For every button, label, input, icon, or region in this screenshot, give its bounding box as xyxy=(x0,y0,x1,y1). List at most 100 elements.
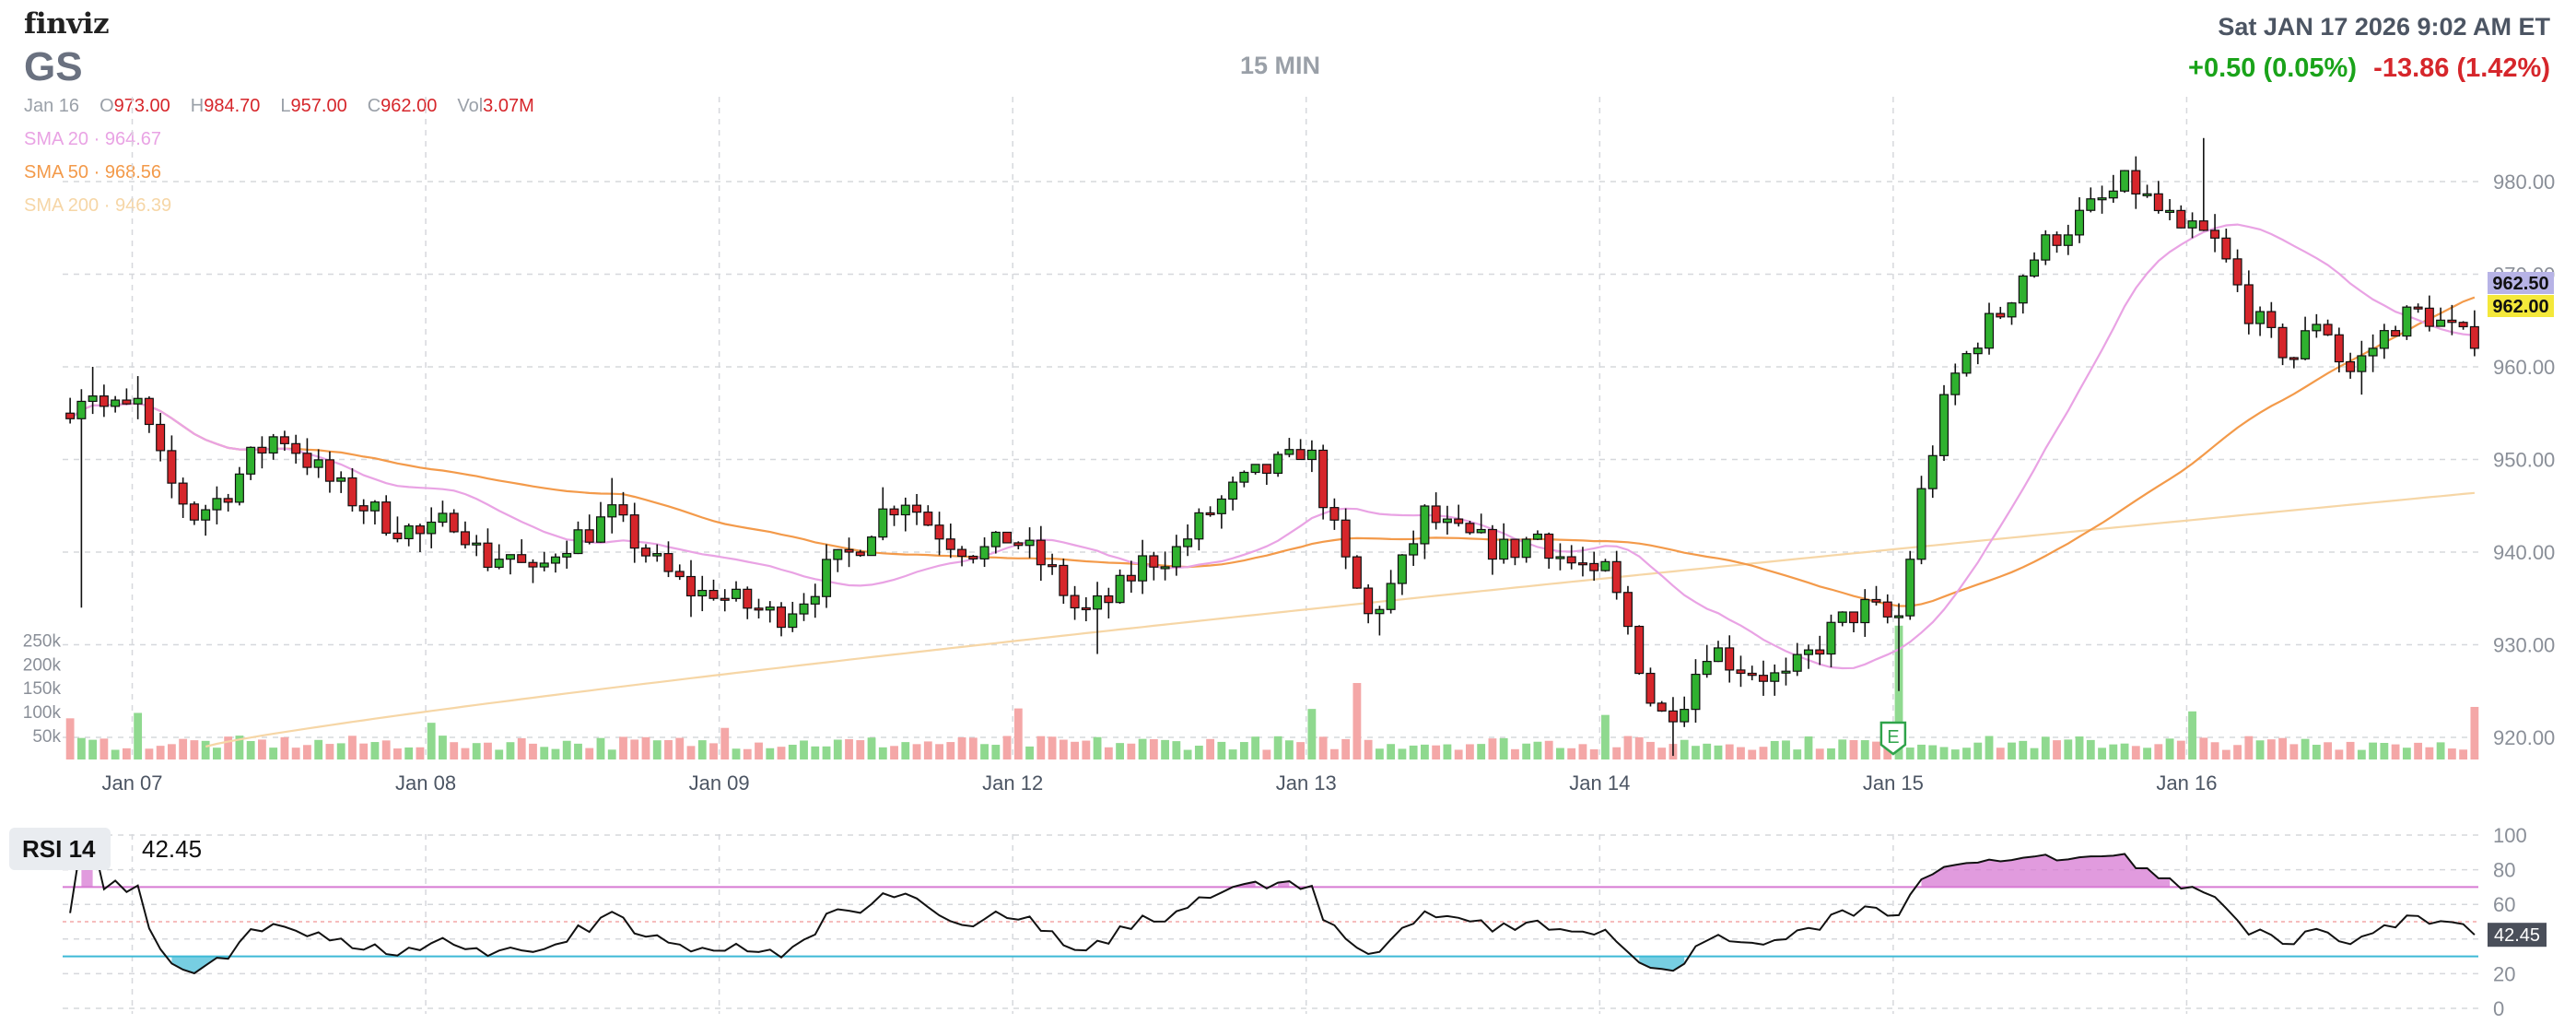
candle-down xyxy=(144,397,154,426)
sma50-label: SMA 50 xyxy=(24,162,89,182)
candle-down xyxy=(2346,360,2356,372)
volume-bar xyxy=(1578,744,1587,759)
volume-bar xyxy=(1973,742,1983,759)
sma20-line xyxy=(69,223,2476,670)
volume-bar xyxy=(76,737,86,759)
high-label: H xyxy=(190,96,205,116)
candle-up xyxy=(2255,311,2266,324)
candle-up xyxy=(268,436,278,454)
candle-down xyxy=(1205,512,1215,516)
date-tick-label: Jan 07 xyxy=(101,771,162,795)
candle-up xyxy=(336,477,346,482)
rsi-tick-label: 20 xyxy=(2493,962,2515,985)
volume-bar xyxy=(2053,740,2061,759)
volume-bar xyxy=(1138,738,1147,759)
volume-bar xyxy=(1692,746,1700,759)
candle-up xyxy=(2041,234,2051,261)
candle-down xyxy=(1848,611,1859,624)
candle-down xyxy=(324,459,334,482)
candle-up xyxy=(2379,330,2389,349)
volume-bar xyxy=(946,742,955,759)
candle-up xyxy=(810,595,820,605)
volume-bar xyxy=(145,748,154,759)
volume-bar xyxy=(336,743,345,759)
candle-down xyxy=(2243,284,2254,324)
rsi-tick-label: 100 xyxy=(2493,824,2527,847)
finviz-logo[interactable]: finviz xyxy=(24,7,110,41)
candle-up xyxy=(2018,275,2028,304)
interval-label[interactable]: 15 MIN xyxy=(1240,52,1321,79)
volume-bar xyxy=(1329,748,1339,759)
volume-bar xyxy=(1172,741,1181,759)
volume-bar xyxy=(381,740,391,759)
volume-bar xyxy=(1703,743,1712,759)
candle-down xyxy=(1352,556,1362,589)
volume-bar xyxy=(100,738,109,759)
candle-down xyxy=(584,529,594,543)
candle-up xyxy=(1713,647,1723,663)
volume-bar xyxy=(845,738,853,759)
price-tick-label: 950.00 xyxy=(2493,449,2555,472)
sma200-legend[interactable]: SMA 200 · 946.39 xyxy=(24,195,172,216)
rsi-tick-label: 80 xyxy=(2493,859,2515,882)
volume-value: 3.07M xyxy=(483,96,534,116)
volume-bar xyxy=(484,742,492,759)
sma50-legend[interactable]: SMA 50 · 968.56 xyxy=(24,162,161,182)
volume-bar xyxy=(122,748,131,759)
rsi-label-box[interactable] xyxy=(9,828,111,870)
volume-bar xyxy=(1759,747,1768,759)
candle-down xyxy=(1634,625,1645,675)
candle-up xyxy=(1442,518,1452,524)
date-tick-label: Jan 15 xyxy=(1863,771,1924,795)
candle-up xyxy=(990,531,1001,547)
volume-bar xyxy=(370,742,380,759)
volume-bar xyxy=(2380,743,2389,759)
candle-down xyxy=(2232,258,2242,286)
volume-bar xyxy=(1341,738,1351,759)
datetime-label: Sat JAN 17 2026 9:02 AM ET xyxy=(2218,13,2550,41)
volume-bar xyxy=(1116,743,1125,759)
volume-bar xyxy=(777,747,786,759)
volume-bar xyxy=(1849,740,1858,759)
volume-bar xyxy=(1251,736,1260,759)
price-tick-label: 980.00 xyxy=(2493,171,2555,194)
candle-up xyxy=(88,395,98,403)
candle-down xyxy=(189,503,199,521)
candle-down xyxy=(957,548,967,558)
volume-tick-label: 100k xyxy=(23,703,62,723)
volume-bar xyxy=(1443,744,1452,759)
volume-bar xyxy=(1398,748,1407,759)
volume-bar xyxy=(1420,744,1429,759)
rsi-value-tag-bg xyxy=(2488,923,2547,948)
volume-bar xyxy=(822,746,831,759)
candle-down xyxy=(1013,542,1024,547)
sma20-legend[interactable]: SMA 20 · 964.67 xyxy=(24,129,161,149)
volume-bar xyxy=(235,736,244,759)
volume-bar xyxy=(540,747,549,759)
change-extended: +0.50 (0.05%) xyxy=(2188,53,2357,83)
volume-bar xyxy=(134,712,143,759)
date-tick-label: Jan 12 xyxy=(982,771,1043,795)
candle-down xyxy=(2289,357,2299,360)
candle-down xyxy=(1081,606,1091,611)
volume-bar xyxy=(1827,748,1835,759)
rsi-value-tag: 42.45 xyxy=(2494,925,2540,946)
volume-bar xyxy=(1737,747,1745,759)
volume-bar xyxy=(1612,747,1622,759)
volume-bar xyxy=(1499,737,1508,759)
candle-up xyxy=(1985,312,1995,349)
candle-up xyxy=(822,559,832,597)
volume-bar xyxy=(890,746,898,759)
volume-bar xyxy=(1093,736,1102,759)
earnings-icon xyxy=(1879,721,1907,756)
volume-bar xyxy=(732,748,741,759)
sma50-line xyxy=(69,296,2476,607)
candle-up xyxy=(1770,672,1780,682)
volume-bar xyxy=(439,736,447,759)
volume-bar xyxy=(2312,745,2321,759)
volume-bar xyxy=(2188,711,2196,759)
close-value: 962.00 xyxy=(381,96,438,116)
candle-down xyxy=(358,505,369,512)
volume-bar xyxy=(1036,736,1046,759)
